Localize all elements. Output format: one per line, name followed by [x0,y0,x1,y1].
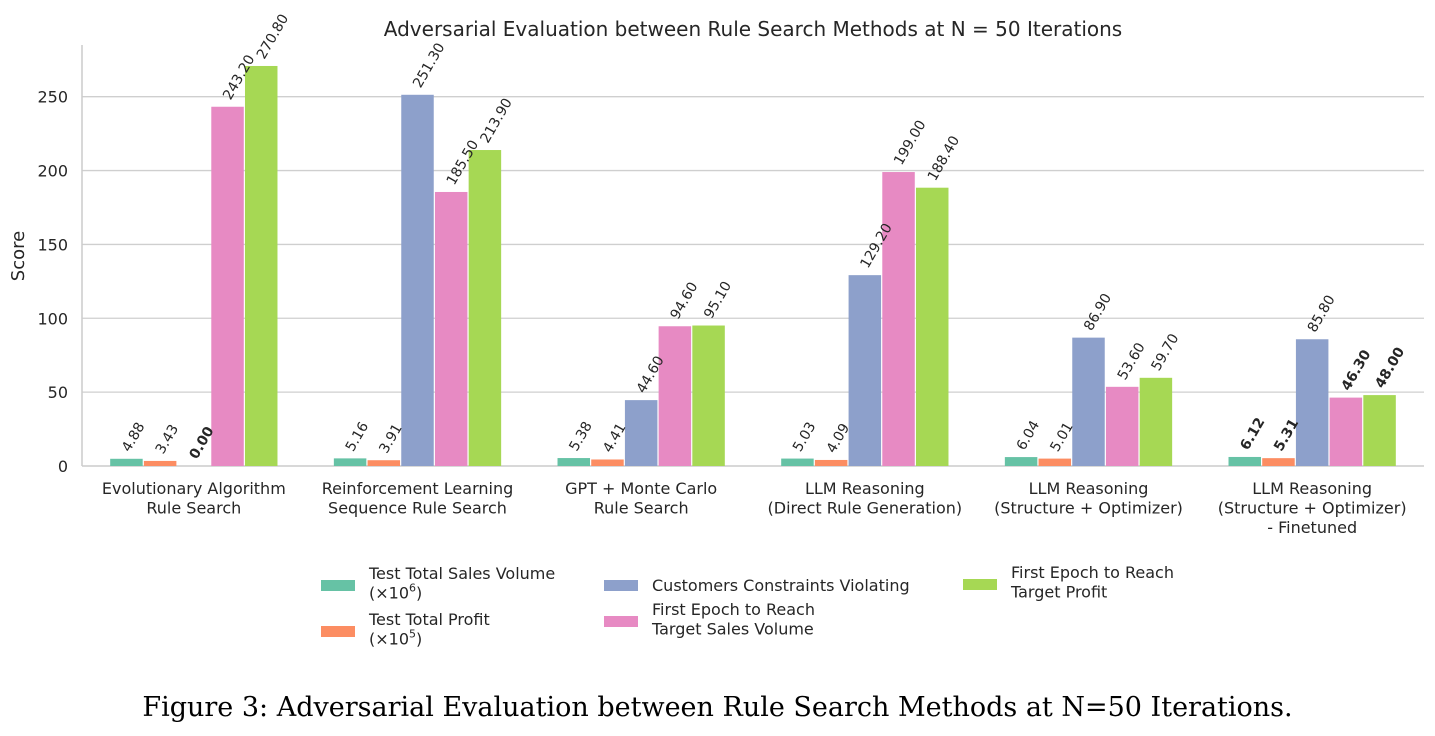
category-label: GPT + Monte Carlo Rule Search [565,479,717,518]
axes [81,45,1424,467]
legend-label: Test Total Sales Volume (×106) [368,564,555,603]
legend-label: Test Total Profit (×105) [368,610,490,649]
bar [1105,386,1139,466]
bar [244,65,278,467]
y-tick-label: 200 [37,162,68,181]
category-label: Evolutionary Algorithm Rule Search [102,479,286,518]
y-tick-label: 0 [58,457,68,476]
bar [1329,397,1363,466]
bar [915,187,949,466]
bar [1004,457,1038,466]
bar [1363,395,1396,466]
bar [434,191,468,466]
bar-value-label: 48.00 [1372,345,1408,392]
bar [468,150,502,466]
gridlines [82,96,1424,393]
bar [1038,458,1072,466]
bar-value-label: 6.04 [1014,418,1043,453]
bar-value-label: 86.90 [1081,291,1115,334]
chart-title: Adversarial Evaluation between Rule Sear… [384,17,1122,41]
category-labels: Evolutionary Algorithm Rule Search Reinfor… [102,479,1407,537]
legend-label: First Epoch to Reach Target Profit [1010,563,1174,602]
bar [1262,458,1295,466]
legend-swatch [604,616,638,627]
bar-value-label: 85.80 [1305,293,1339,336]
bar-value-label: 5.38 [566,419,595,454]
bar [401,94,434,466]
legend-swatch [321,626,355,637]
bar [333,458,367,466]
bar-value-label: 94.60 [667,280,701,323]
bar-value-label: 188.40 [925,133,963,183]
bar [367,460,401,466]
y-tick-label: 150 [37,235,68,254]
legend: Test Total Sales Volume (×106) Test Total … [321,563,1174,649]
y-axis-label: Score [8,231,29,281]
bar [557,458,591,466]
bar-value-label: 4.88 [119,420,148,455]
bar [848,275,882,466]
legend-label: First Epoch to Reach Target Sales Volume [651,600,815,639]
bar [624,400,658,466]
y-tick-labels: 0 50 100 150 200 250 [37,88,68,476]
bar-value-label: 53.60 [1115,340,1149,383]
bar-value-label: 95.10 [701,279,735,322]
bar-value-label: 199.00 [891,118,929,168]
category-label: LLM Reasoning (Structure + Optimizer) - Fi… [1218,479,1407,537]
bar [882,172,915,467]
legend-swatch [963,579,997,590]
bar [1139,377,1173,466]
category-label: LLM Reasoning (Direct Rule Generation) [768,479,963,518]
bar [591,459,624,466]
bar [781,458,814,466]
bar [658,326,692,466]
legend-entry: First Epoch to Reach Target Profit [963,563,1174,602]
bar [1295,339,1329,466]
bar-value-label: 5.03 [790,420,819,455]
bar-value-label: 270.80 [254,12,292,62]
legend-entry: Customers Constraints Violating [604,576,910,595]
bar-value-label: 3.43 [153,422,182,457]
legend-swatch [321,580,355,591]
bar [110,458,143,466]
bar [692,325,725,466]
bar-value-label: 5.16 [343,419,372,454]
category-label: Reinforcement Learning Sequence Rule Sear… [322,479,514,518]
bars [110,65,1396,467]
category-label: LLM Reasoning (Structure + Optimizer) [994,479,1183,518]
bar [143,460,177,466]
figure-caption: Figure 3: Adversarial Evaluation between… [142,692,1293,723]
bar-value-label: 59.70 [1149,331,1183,374]
y-tick-label: 50 [48,383,68,402]
legend-swatch [604,580,638,591]
bar [1228,456,1262,466]
y-tick-label: 250 [37,88,68,107]
legend-entry: Test Total Profit (×105) [321,610,490,649]
bar-value-label: 6.12 [1237,415,1268,453]
bar-value-label: 213.90 [478,96,516,146]
bar [211,106,244,466]
y-tick-label: 100 [37,309,68,328]
legend-entry: First Epoch to Reach Target Sales Volume [604,600,815,639]
bar [814,459,848,466]
bar-value-label: 251.30 [410,40,448,90]
bar [1072,337,1105,466]
bar-value-label: 46.30 [1338,347,1374,394]
legend-entry: Test Total Sales Volume (×106) [321,564,555,603]
legend-label: Customers Constraints Violating [652,576,910,595]
